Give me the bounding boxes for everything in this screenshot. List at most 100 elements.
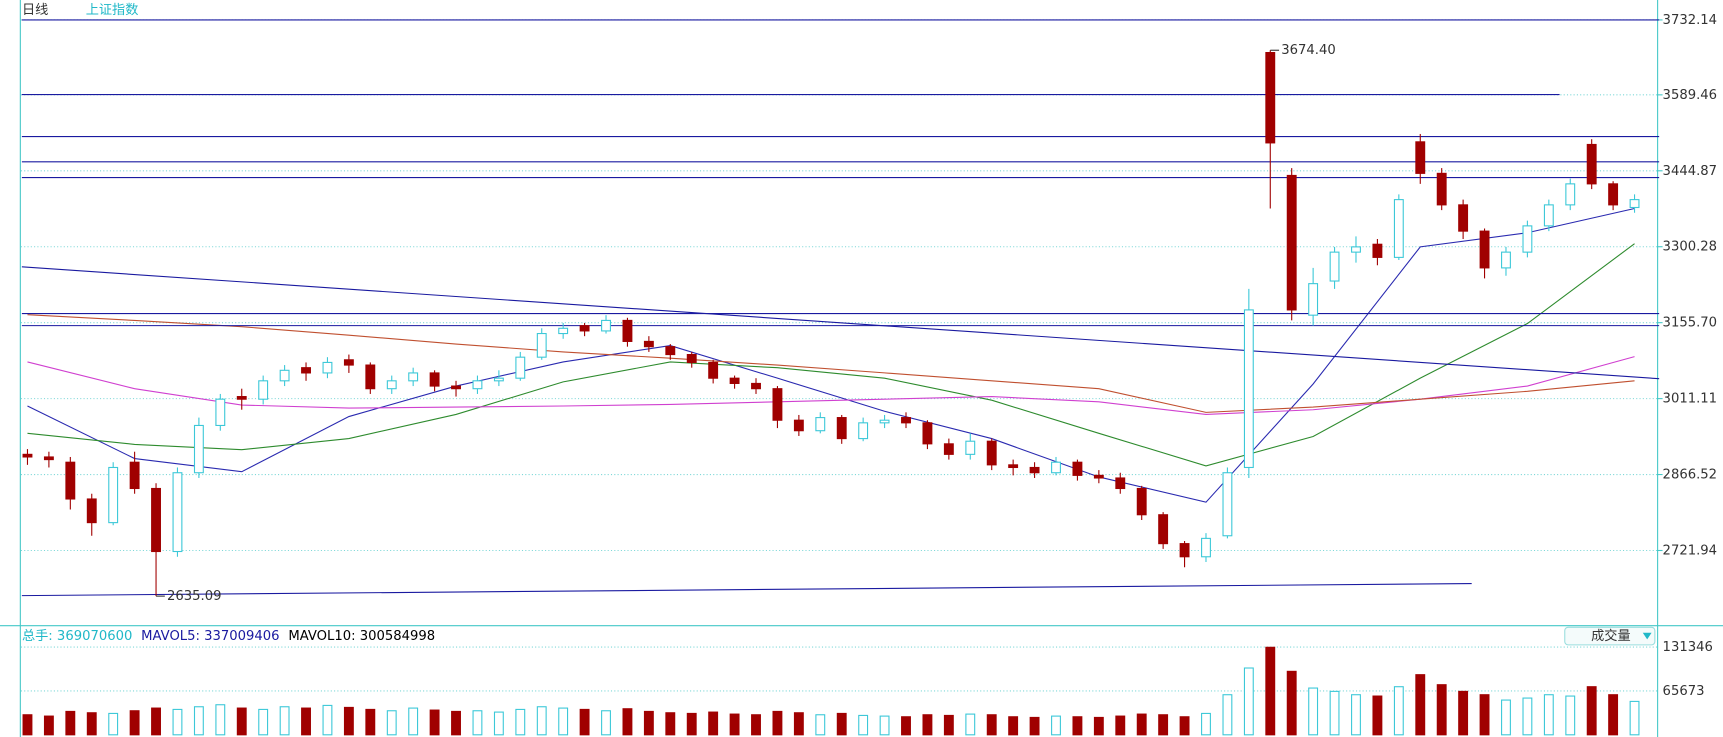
volume-bar xyxy=(1051,715,1061,736)
candle-body xyxy=(193,424,204,474)
candle-body xyxy=(43,456,54,461)
selector-arrow[interactable] xyxy=(1642,632,1652,640)
y-tick-label: 2866.52 xyxy=(1663,468,1717,483)
selector-label[interactable]: 成交量 xyxy=(1591,627,1631,644)
volume-bar xyxy=(343,706,354,736)
candle-body xyxy=(986,440,997,466)
volume-bar xyxy=(1329,690,1340,736)
y-tick-label: 3155.70 xyxy=(1663,316,1717,331)
volume-bar xyxy=(858,714,869,736)
candle-body xyxy=(1608,183,1619,206)
candle-body xyxy=(1543,204,1554,227)
indicator-line xyxy=(27,243,1635,467)
candle-body xyxy=(1458,204,1469,232)
volume-bar xyxy=(193,706,204,736)
volume-bar xyxy=(751,714,761,736)
volume-bar xyxy=(386,710,397,736)
volume-bar xyxy=(65,710,76,736)
volume-bar xyxy=(1008,716,1019,736)
volume-bar xyxy=(301,707,311,736)
candle-body xyxy=(1051,461,1061,474)
volume-bar xyxy=(1393,686,1404,736)
volume-bar xyxy=(43,715,54,736)
volume-bar xyxy=(1501,699,1511,736)
volume-bar xyxy=(943,714,954,736)
candle-body xyxy=(579,325,590,332)
candle-body xyxy=(1629,199,1640,209)
volume-bar xyxy=(1436,684,1447,736)
candle-body xyxy=(172,472,183,553)
volume-bar xyxy=(1458,690,1469,736)
volume-selector[interactable]: 成交量 xyxy=(1564,626,1656,646)
candle-body xyxy=(1286,174,1297,311)
volume-legend: 总手: 369070600 xyxy=(22,628,132,644)
indicator-line xyxy=(27,356,1635,416)
candle-body xyxy=(1351,246,1361,253)
y-tick-label: 2721.94 xyxy=(1663,543,1717,558)
volume-bar xyxy=(279,706,290,736)
volume-bar xyxy=(1029,716,1040,736)
y-tick-label: 3732.14 xyxy=(1663,13,1717,28)
volume-bar xyxy=(1179,716,1190,736)
volume-bar xyxy=(172,708,183,736)
candle-body xyxy=(472,380,483,390)
volume-bar xyxy=(429,709,440,736)
volume-bar xyxy=(836,712,847,736)
candle-body xyxy=(708,361,719,379)
candle-body xyxy=(65,461,76,500)
volume-bar xyxy=(1222,694,1233,736)
y-tick-label: 131346 xyxy=(1663,640,1713,655)
volume-bar xyxy=(472,710,483,736)
symbol-label: 上证指数 xyxy=(86,2,139,18)
volume-bar xyxy=(515,708,526,736)
volume-bar xyxy=(1351,694,1361,736)
volume-bar xyxy=(408,707,419,736)
volume-bar xyxy=(965,713,976,736)
volume-bar xyxy=(793,712,804,736)
candle-body xyxy=(858,422,869,440)
candle-body xyxy=(493,377,504,382)
volume-bar xyxy=(1115,715,1126,736)
volume-bar xyxy=(1093,716,1104,736)
volume-bar xyxy=(451,710,461,736)
volume-legend: MAVOL5: 337009406 xyxy=(141,629,279,644)
volume-bar xyxy=(1522,697,1533,736)
candle-body xyxy=(1479,230,1490,269)
candle-body xyxy=(1243,309,1254,469)
selector-box[interactable] xyxy=(1564,626,1656,646)
candle-body xyxy=(365,364,376,390)
candle-body xyxy=(686,354,697,363)
candle-body xyxy=(965,440,976,455)
volume-bar xyxy=(1072,716,1083,736)
volume-bar xyxy=(1586,686,1597,736)
volume-bar xyxy=(108,712,119,736)
candle-body xyxy=(665,346,676,356)
candle-body xyxy=(1008,464,1019,469)
candle-body xyxy=(129,461,140,490)
volume-bar xyxy=(1543,694,1554,736)
volume-bar xyxy=(643,710,654,736)
candle-body xyxy=(558,327,569,335)
candle-body xyxy=(643,340,654,348)
volume-bar xyxy=(258,708,269,736)
candle-body xyxy=(1372,243,1383,258)
candle-body xyxy=(1115,477,1126,490)
volume-bar xyxy=(86,712,97,736)
volume-bar xyxy=(986,714,997,736)
volume-bar xyxy=(536,706,547,736)
volume-bar xyxy=(601,710,611,736)
candle-body xyxy=(279,369,290,382)
candle-body xyxy=(536,332,547,358)
candle-body xyxy=(901,417,911,424)
candle-body xyxy=(1329,251,1340,282)
volume-bar xyxy=(1136,713,1147,736)
candle-body xyxy=(879,419,890,424)
candle-body xyxy=(236,396,247,400)
volume-bar xyxy=(1243,667,1254,736)
y-tick-label: 3589.46 xyxy=(1663,88,1717,103)
candle-body xyxy=(1179,543,1190,558)
candle-body xyxy=(1393,199,1404,258)
